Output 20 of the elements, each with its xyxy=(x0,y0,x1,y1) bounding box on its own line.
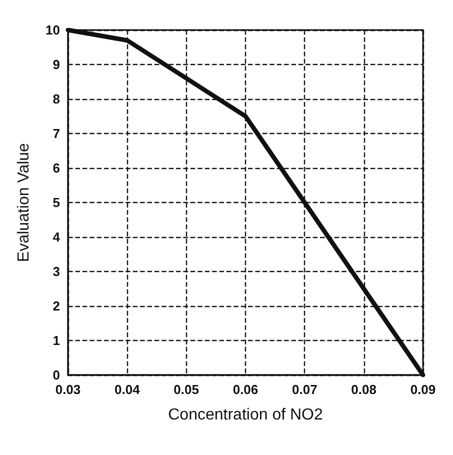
y-tick-label: 5 xyxy=(52,195,60,210)
y-tick-label: 9 xyxy=(52,57,60,72)
y-tick-label: 7 xyxy=(52,126,60,141)
x-tick-label: 0.05 xyxy=(174,382,199,397)
y-tick-label: 0 xyxy=(52,368,60,382)
y-tick-label: 6 xyxy=(52,160,60,176)
y-tick-label: 10 xyxy=(46,22,60,38)
y-tick-label: 8 xyxy=(52,92,60,106)
x-tick-label: 0.08 xyxy=(351,382,376,397)
y-tick-label: 4 xyxy=(52,230,61,244)
y-axis-title: Evaluation Value xyxy=(16,142,32,262)
x-tick-label: 0.04 xyxy=(114,382,141,397)
x-tick-label: 0.07 xyxy=(292,382,318,397)
y-tick-label: 2 xyxy=(52,298,60,314)
x-tick-label: 0.09 xyxy=(410,382,436,397)
x-tick-label: 0.06 xyxy=(232,382,258,397)
x-tick-label: 0.03 xyxy=(55,382,81,397)
y-tick-label: 3 xyxy=(52,264,60,279)
y-tick-label: 1 xyxy=(52,333,60,348)
x-axis-title: Concentration of NO2 xyxy=(168,406,323,424)
